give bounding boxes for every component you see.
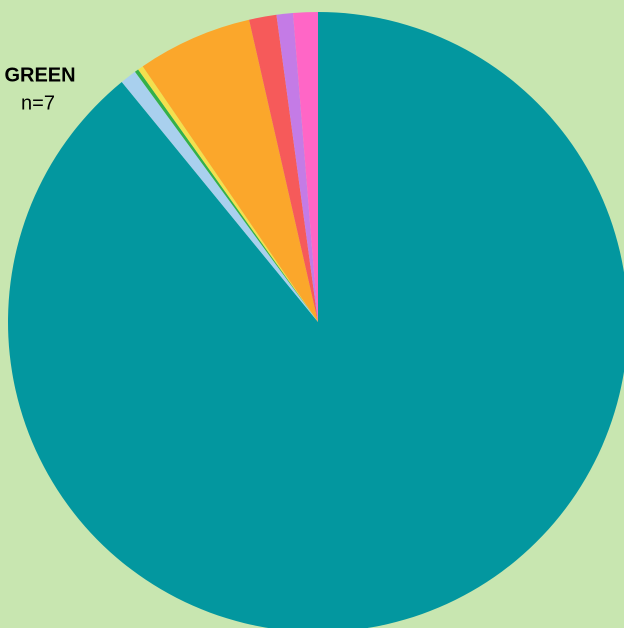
- pie-slice: [134, 69, 318, 322]
- pie-slice: [142, 19, 318, 322]
- slice-label: GREEN: [4, 64, 75, 86]
- slice-value-label: n=7: [21, 92, 55, 114]
- pie-slice: [138, 66, 318, 322]
- pie-slice: [249, 14, 318, 323]
- pie-slice: [121, 71, 318, 322]
- pie-slice: [276, 13, 318, 323]
- pie-slice: [292, 12, 318, 322]
- pie-slice: [8, 12, 624, 628]
